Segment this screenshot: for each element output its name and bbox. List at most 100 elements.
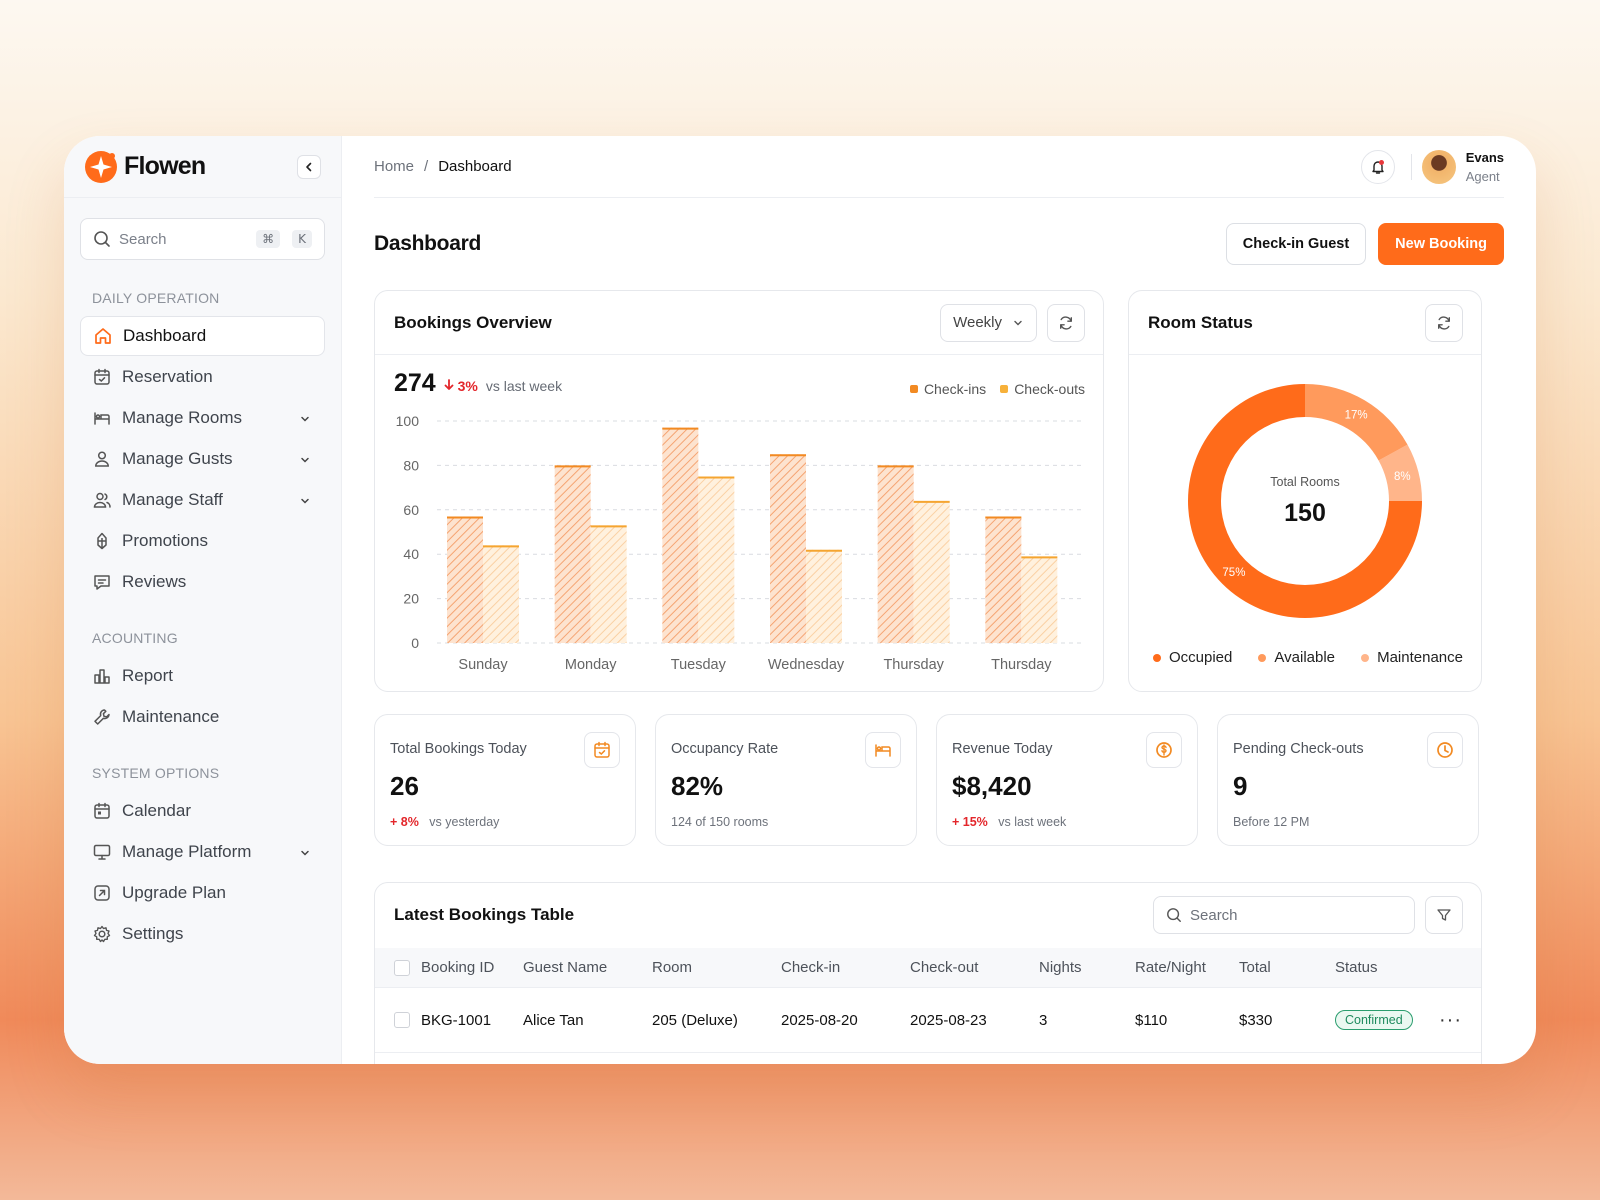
- bar-check-outs[interactable]: [483, 545, 519, 643]
- kpi-sub-label: vs yesterday: [429, 815, 500, 829]
- chevron-down-icon: [301, 457, 309, 463]
- brand[interactable]: Flowen: [84, 150, 206, 184]
- refresh-room-status-button[interactable]: [1425, 303, 1463, 342]
- brand-header: Flowen: [64, 136, 341, 198]
- row-checkbox[interactable]: [394, 1012, 410, 1028]
- sidebar-item-manage-staff[interactable]: Manage Staff: [80, 480, 325, 520]
- collapse-sidebar-button[interactable]: [297, 154, 321, 179]
- sidebar-item-settings[interactable]: Settings: [80, 914, 325, 954]
- period-select[interactable]: Weekly: [940, 303, 1037, 342]
- bar-check-outs[interactable]: [806, 549, 842, 643]
- legend-item-occupied: Occupied: [1153, 649, 1232, 666]
- bar-check-ins[interactable]: [877, 465, 914, 643]
- column-header[interactable]: Check-out: [910, 959, 979, 976]
- column-header[interactable]: Guest Name: [523, 959, 608, 976]
- kpi-value: 9: [1233, 771, 1248, 801]
- x-tick-label: Thursday: [883, 657, 944, 673]
- sidebar-item-label: Maintenance: [122, 707, 220, 726]
- card-header: Latest Bookings Table Search: [375, 883, 1481, 947]
- sidebar-item-dashboard[interactable]: Dashboard: [80, 316, 325, 356]
- filter-button[interactable]: [1425, 896, 1463, 934]
- refresh-overview-button[interactable]: [1047, 303, 1085, 342]
- column-header[interactable]: Nights: [1039, 959, 1082, 976]
- kpi-sub-label: Before 12 PM: [1233, 815, 1310, 829]
- bar-check-ins[interactable]: [554, 465, 591, 643]
- sidebar-item-maintenance[interactable]: Maintenance: [80, 697, 325, 737]
- kpi-sub-label: 124 of 150 rooms: [671, 815, 769, 829]
- y-tick-label: 40: [403, 546, 419, 562]
- y-tick-label: 60: [403, 502, 419, 518]
- user-info[interactable]: Evans Agent: [1466, 148, 1504, 186]
- column-header[interactable]: Room: [652, 959, 693, 976]
- expand-chevron[interactable]: [299, 410, 311, 430]
- filter-icon: [1437, 909, 1451, 921]
- search-placeholder: Search: [119, 230, 167, 248]
- sidebar-item-report[interactable]: Report: [80, 656, 325, 696]
- sidebar-item-label: Manage Staff: [122, 490, 223, 509]
- sidebar-item-manage-platform[interactable]: Manage Platform: [80, 832, 325, 872]
- message-icon: [94, 575, 110, 590]
- sidebar-search-input[interactable]: Search ⌘ K: [80, 218, 325, 260]
- room-status-donut-chart: Total Rooms 150 17% 8% 75%: [1188, 384, 1422, 618]
- column-header[interactable]: Rate/Night: [1135, 959, 1206, 976]
- kpi-subtext: + 15% vs last week: [952, 815, 1066, 829]
- table-row[interactable]: BKG-1001 Alice Tan 205 (Deluxe) 2025-08-20 2…: [375, 988, 1481, 1053]
- expand-chevron[interactable]: [299, 844, 311, 864]
- shortcut-cmd-key: ⌘: [256, 230, 281, 248]
- bar-check-ins[interactable]: [985, 516, 1022, 643]
- notifications-button[interactable]: [1360, 149, 1395, 184]
- divider: [1410, 153, 1412, 180]
- chevron-down-icon: [301, 498, 309, 504]
- expand-chevron[interactable]: [299, 451, 311, 471]
- table-search-input[interactable]: Search: [1153, 896, 1415, 934]
- new-booking-button[interactable]: New Booking: [1378, 223, 1504, 265]
- sidebar-item-label: Promotions: [122, 531, 208, 550]
- kpi-card-pending-check-outs: Pending Check-outs 9 Before 12 PM: [1217, 714, 1479, 846]
- bar-check-outs[interactable]: [590, 525, 627, 643]
- donut-slice-maintenance[interactable]: [1378, 444, 1422, 501]
- gear-icon-wrap: [92, 924, 112, 944]
- search-icon: [1167, 908, 1181, 922]
- column-header[interactable]: Booking ID: [421, 959, 495, 976]
- notification-dot: [1378, 159, 1384, 165]
- sidebar-item-manage-gusts[interactable]: Manage Gusts: [80, 439, 325, 479]
- chevron-down-icon: [301, 416, 309, 422]
- megaphone-icon-wrap: [92, 531, 112, 551]
- bar-check-ins[interactable]: [447, 516, 483, 643]
- select-all-checkbox[interactable]: [394, 959, 410, 976]
- bar-check-ins[interactable]: [770, 454, 806, 643]
- bar-check-outs[interactable]: [698, 476, 735, 644]
- column-header[interactable]: Status: [1335, 959, 1378, 976]
- home-icon-wrap: [93, 326, 113, 346]
- donut-slice-available[interactable]: [1305, 384, 1408, 461]
- check-in-guest-button[interactable]: Check-in Guest: [1225, 223, 1367, 265]
- sidebar-item-upgrade-plan[interactable]: Upgrade Plan: [80, 873, 325, 913]
- overview-delta-text: vs last week: [485, 378, 563, 394]
- kpi-label: Total Bookings Today: [390, 741, 527, 757]
- kpi-icon-box: [1146, 732, 1182, 768]
- kpi-card-total-bookings-today: Total Bookings Today 26 + 8% vs yesterda…: [374, 714, 636, 846]
- column-header[interactable]: Total: [1239, 959, 1271, 976]
- users-icon: [93, 492, 111, 508]
- room-status-card: Room Status Total Rooms 150 17% 8% 75% Occ…: [1128, 290, 1482, 692]
- bar-check-ins[interactable]: [662, 427, 699, 643]
- sidebar-item-calendar[interactable]: Calendar: [80, 791, 325, 831]
- megaphone-icon: [97, 532, 107, 550]
- sidebar-item-promotions[interactable]: Promotions: [80, 521, 325, 561]
- expand-chevron[interactable]: [299, 492, 311, 512]
- sidebar-item-label: Reservation: [122, 367, 213, 386]
- bar-check-outs[interactable]: [913, 500, 950, 643]
- sidebar-item-manage-rooms[interactable]: Manage Rooms: [80, 398, 325, 438]
- table-cell-total: $330: [1239, 1011, 1273, 1029]
- breadcrumb-home-link[interactable]: Home: [374, 158, 415, 175]
- bookings-bar-chart: 0 20 40 60 80 100 Sunday Monday Tuesday Wednesday…: [396, 413, 1083, 673]
- legend-item-maintenance: Maintenance: [1361, 649, 1463, 666]
- bar-check-outs[interactable]: [1021, 556, 1058, 643]
- kpi-subtext: 124 of 150 rooms: [671, 815, 768, 829]
- column-header[interactable]: Check-in: [781, 959, 841, 976]
- row-actions-button[interactable]: ···: [1439, 988, 1462, 1052]
- legend-label: Maintenance: [1377, 649, 1463, 666]
- avatar[interactable]: [1421, 149, 1456, 184]
- sidebar-item-reservation[interactable]: Reservation: [80, 357, 325, 397]
- sidebar-item-reviews[interactable]: Reviews: [80, 562, 325, 602]
